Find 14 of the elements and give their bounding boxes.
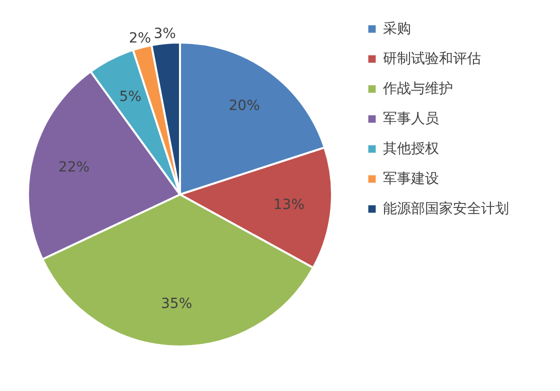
data-label: 3% bbox=[154, 26, 176, 42]
data-label: 22% bbox=[58, 159, 90, 176]
legend-label: 其他授权 bbox=[383, 141, 439, 157]
legend-label: 能源部国家安全计划 bbox=[383, 201, 509, 217]
data-label: 2% bbox=[128, 30, 152, 47]
data-label: 13% bbox=[273, 196, 305, 213]
data-label: 5% bbox=[119, 88, 142, 105]
legend-label: 作战与维护 bbox=[382, 81, 453, 97]
legend-label: 研制试验和评估 bbox=[383, 51, 481, 67]
data-label: 20% bbox=[228, 98, 260, 114]
legend-label: 军事建设 bbox=[383, 171, 439, 187]
legend-label: 军事人员 bbox=[383, 111, 439, 127]
data-label: 35% bbox=[161, 296, 192, 312]
legend-label: 采购 bbox=[383, 21, 411, 37]
